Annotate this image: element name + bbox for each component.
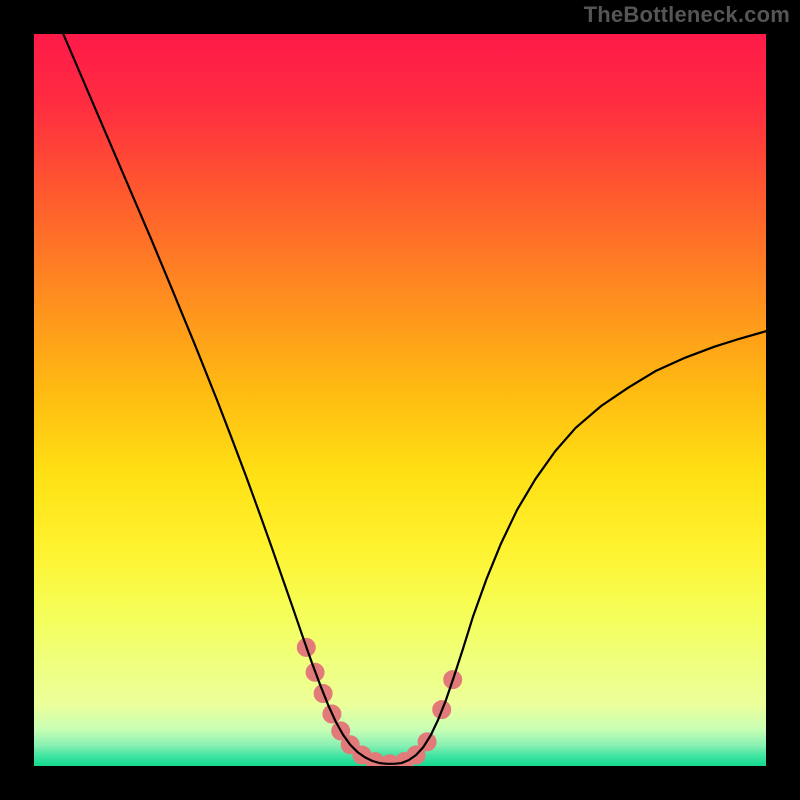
gradient-background [34, 34, 766, 766]
plot-area [34, 34, 766, 766]
plot-svg [34, 34, 766, 766]
chart-container: TheBottleneck.com [0, 0, 800, 800]
watermark-text: TheBottleneck.com [584, 2, 790, 28]
